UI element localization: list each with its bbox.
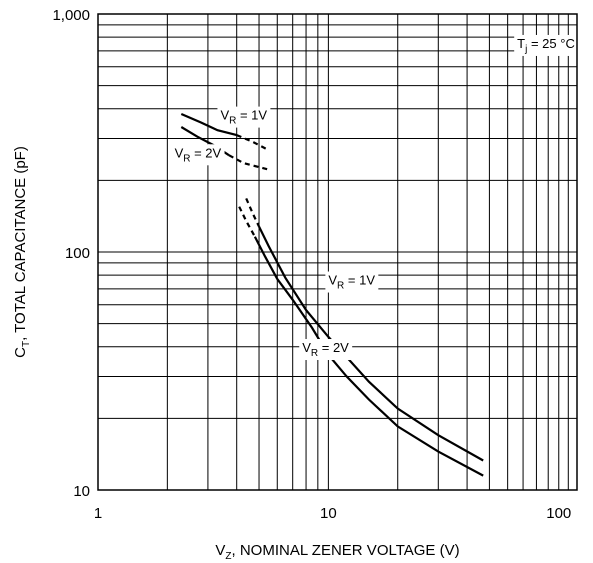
annotation-rest: = 1V bbox=[344, 273, 375, 288]
annotation-sub: j bbox=[524, 44, 527, 55]
series-3-dashed-line bbox=[238, 206, 256, 238]
annotation-2: VR = 1V bbox=[325, 271, 379, 293]
series-0-solid-line bbox=[180, 112, 237, 137]
annotation-sub: R bbox=[229, 116, 236, 127]
annotation-rest: = 2V bbox=[318, 340, 349, 355]
y-axis-label-main: C bbox=[12, 347, 29, 358]
x-axis-label-rest: , NOMINAL ZENER VOLTAGE (V) bbox=[232, 542, 460, 559]
annotation-main: V bbox=[328, 273, 337, 288]
y-tick-label: 10 bbox=[73, 483, 90, 500]
annotation-background bbox=[217, 106, 271, 128]
annotation-0: VR = 1V bbox=[217, 106, 271, 128]
x-axis-label-main: V bbox=[215, 542, 225, 559]
annotation-main: V bbox=[302, 340, 311, 355]
x-axis-label-sub: Z bbox=[225, 551, 231, 562]
annotation-label: VR = 1V bbox=[220, 108, 267, 127]
annotation-label: VR = 2V bbox=[302, 340, 349, 359]
annotation-sub: R bbox=[183, 153, 190, 164]
annotation-main: T bbox=[517, 36, 525, 51]
annotation-main: V bbox=[220, 108, 229, 123]
x-tick-label: 10 bbox=[320, 505, 337, 522]
series-2-dashed-line bbox=[245, 197, 260, 227]
annotation-rest: = 1V bbox=[236, 108, 267, 123]
annotation-sub: R bbox=[311, 348, 318, 359]
annotation-1: VR = 2V bbox=[171, 144, 225, 166]
y-axis-label-sub: T bbox=[21, 341, 32, 347]
annotation-background bbox=[514, 34, 578, 56]
annotation-3: VR = 2V bbox=[299, 339, 353, 361]
grid-lines bbox=[98, 14, 577, 490]
y-tick-label: 1,000 bbox=[52, 7, 90, 24]
series-0-dashed-line bbox=[236, 134, 270, 152]
y-axis-label: CT, TOTAL CAPACITANCE (pF) bbox=[12, 146, 32, 358]
annotation-rest: = 2V bbox=[190, 145, 221, 160]
x-tick-label: 100 bbox=[546, 505, 571, 522]
series-2-solid-line bbox=[258, 226, 484, 462]
annotation-background bbox=[325, 271, 379, 293]
annotation-label: VR = 2V bbox=[175, 145, 222, 164]
annotation-sub: R bbox=[337, 281, 344, 292]
annotation-background bbox=[171, 144, 225, 166]
annotation-main: V bbox=[175, 145, 184, 160]
y-axis-label-rest: , TOTAL CAPACITANCE (pF) bbox=[12, 146, 29, 341]
y-tick-label: 100 bbox=[65, 245, 90, 262]
x-tick-label: 1 bbox=[94, 505, 102, 522]
x-tick-labels: 1 10 100 bbox=[94, 505, 571, 522]
annotation-background bbox=[299, 339, 353, 361]
annotation-label: VR = 1V bbox=[328, 273, 375, 292]
plot-frame bbox=[97, 13, 578, 491]
x-axis-label: VZ, NOMINAL ZENER VOLTAGE (V) bbox=[215, 542, 459, 562]
annotation-4: Tj = 25 °C bbox=[514, 34, 578, 56]
series-1-dashed-line bbox=[228, 154, 269, 171]
y-tick-labels: 10 100 1,000 bbox=[52, 7, 90, 500]
annotation-rest: = 25 °C bbox=[527, 36, 574, 51]
annotation-label: Tj = 25 °C bbox=[517, 36, 575, 55]
